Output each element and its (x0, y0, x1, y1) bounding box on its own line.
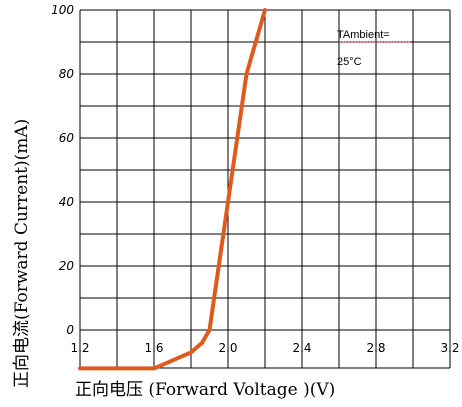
x-tick-label: 1.2 (70, 341, 89, 355)
grid (79, 9, 451, 369)
x-tick-label: 1.6 (144, 341, 163, 355)
x-tick-label: 2.0 (218, 341, 237, 355)
y-tick-labels: 0 20 40 60 80 100 (51, 3, 74, 337)
x-tick-label: 2.4 (292, 341, 311, 355)
y-tick-label: 80 (59, 67, 75, 81)
x-tick-labels: 1.2 1.6 2.0 2.4 2.8 3.2 (70, 341, 459, 355)
y-tick-label: 0 (66, 323, 74, 337)
y-tick-label: 100 (51, 3, 74, 17)
annotation-line-2: 25°C (337, 56, 362, 68)
y-tick-label: 60 (59, 131, 75, 145)
x-axis-label: 正向电压 (Forward Voltage )(V) (75, 380, 335, 400)
x-tick-label: 3.2 (440, 341, 459, 355)
x-tick-label: 2.8 (366, 341, 385, 355)
y-axis-label: 正向电流(Forward Current)(mA) (12, 119, 32, 388)
y-tick-label: 20 (59, 259, 75, 273)
y-tick-label: 40 (59, 195, 75, 209)
series-line (78, 8, 267, 371)
annotation-line-1: TAmbient= (337, 29, 390, 41)
